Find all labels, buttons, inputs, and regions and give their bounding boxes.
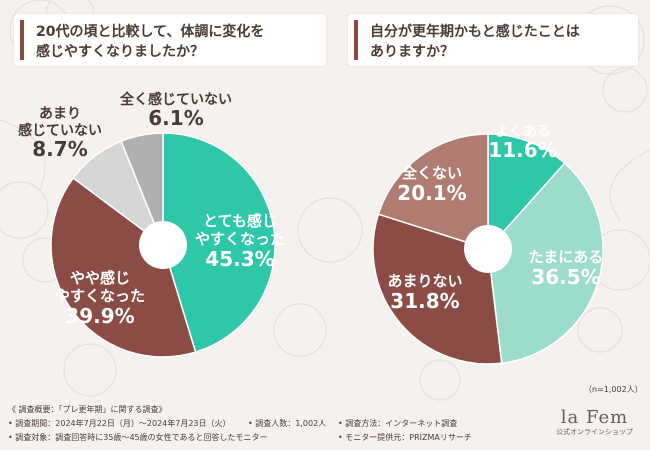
question-accent-bar [20,20,24,60]
pie-center-hole [139,221,187,269]
survey-target: • 調査対象：調査回答時に35歳～45歳の女性であると回答したモニター [8,433,268,442]
pie-slice-1 [162,132,276,354]
question-1-box: 20代の頃と比較して、体調に変化を 感じやすくなりましたか？ [14,14,326,66]
slice-value-text: 39.9% [65,304,134,328]
slice-value-text: 20.1% [397,181,466,205]
survey-method: • 調査方法：インターネット調査 [338,419,458,428]
pie-slice-2 [487,162,604,365]
pie-slice-2 [50,176,197,358]
question-2-text: 自分が更年期かもと感じたことは ありますか？ [370,24,580,60]
question-2-box: 自分が更年期かもと感じたことは ありますか？ [348,14,638,66]
survey-period: • 調査期間：2024年7月22日（月）～2024年7月23日（火） [8,419,231,428]
sample-size: （n=1,002人） [584,385,643,394]
slice-label-text: たまにある [529,248,604,266]
pie-chart-1 [50,132,276,358]
slice-label-text: 全くない [401,164,462,182]
survey-provider: • モニター提供元：PRIZMAリサーチ [338,433,472,442]
question-1-text: 20代の頃と比較して、体調に変化を 感じやすくなりましたか？ [36,24,265,60]
slice-value-text: 8.7% [32,137,87,161]
slice-value-text: 6.1% [148,106,203,130]
slice-label-text: あまりない [387,272,462,290]
slice-label-text: 全く感じていない [119,91,232,108]
slice-label-text: とても感じ [203,212,277,230]
survey-count: • 調査人数：1,002人 [248,419,327,428]
slice-value-text: 45.3% [205,247,274,271]
slice-label-text: やすくなった [55,287,145,305]
slice-value-text: 11.6% [488,138,557,162]
slice-label-text: やや感じ [70,269,130,287]
slice-label-text: 感じていない [18,122,102,139]
slice-label-text: やすくなった [195,230,285,248]
slice-value-text: 36.5% [531,265,600,289]
pie-chart-2 [372,133,604,365]
pie-center-hole [464,225,512,273]
slice-value-text: 31.8% [390,289,459,313]
pie-slice-1 [487,133,566,251]
pie-slice-4 [377,133,489,251]
slice-label-text: あまり [39,106,81,122]
question-accent-bar [354,20,358,60]
pie-slice-4 [120,132,164,246]
lafem-logo: la Fem 公式オンラインショップ [556,407,633,437]
survey-footer: 《 調査概要：「プレ更年期」に関する調査》 • 調査期間：2024年7月22日（… [0,402,650,450]
survey-overview: 《 調査概要：「プレ更年期」に関する調査》 [8,405,167,414]
slice-label-text: よくある [495,124,551,140]
